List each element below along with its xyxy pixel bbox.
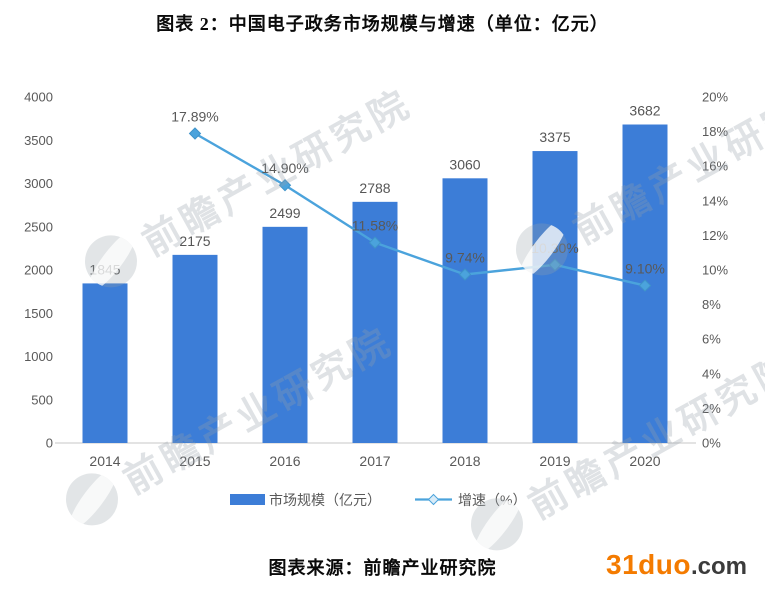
- right-axis-tick-label: 4%: [702, 366, 721, 381]
- right-axis-tick-label: 8%: [702, 297, 721, 312]
- bar-value-label: 2499: [269, 205, 300, 221]
- left-axis-tick-label: 500: [31, 392, 53, 407]
- x-axis-label-2017: 2017: [359, 453, 390, 469]
- left-axis-tick-label: 4000: [24, 90, 53, 105]
- growth-marker-2015: [188, 127, 202, 140]
- growth-value-label: 11.58%: [352, 218, 398, 234]
- source-caption: 图表来源：前瞻产业研究院: [268, 558, 497, 578]
- right-axis-tick-label: 14%: [702, 193, 728, 208]
- left-axis-tick-label: 2500: [24, 219, 53, 234]
- logo-text-suffix: .com: [690, 553, 747, 580]
- left-axis-tick-label: 2000: [24, 263, 53, 278]
- growth-marker-2017: [368, 236, 382, 249]
- x-axis-label-2016: 2016: [269, 453, 300, 469]
- logo-text-main: 31duo: [606, 549, 691, 580]
- growth-line: [194, 132, 646, 287]
- legend-line-marker-icon: [427, 493, 440, 506]
- growth-marker-2020: [638, 279, 652, 292]
- page-title: 图表 2：中国电子政务市场规模与增速（单位：亿元）: [156, 14, 609, 34]
- x-axis-label-2018: 2018: [449, 453, 480, 469]
- bar-value-label: 2788: [359, 180, 390, 196]
- bar-2018: [442, 178, 488, 443]
- left-axis-tick-label: 3500: [24, 133, 53, 148]
- bar-value-label: 3682: [629, 103, 660, 119]
- x-axis-label-2019: 2019: [539, 453, 570, 469]
- right-axis-tick-label: 6%: [702, 332, 721, 347]
- left-axis-tick-label: 3000: [24, 176, 53, 191]
- bar-2015: [172, 254, 218, 443]
- legend-label-market-size: 市场规模（亿元）: [269, 492, 381, 508]
- right-axis-tick-label: 20%: [702, 90, 728, 105]
- bar-value-label: 3060: [449, 156, 480, 172]
- bar-value-label: 2175: [179, 233, 210, 249]
- growth-value-label: 17.89%: [171, 109, 218, 125]
- legend-bar-swatch: [230, 494, 265, 505]
- right-axis-tick-label: 12%: [702, 228, 728, 243]
- left-axis-tick-label: 1000: [24, 349, 53, 364]
- x-axis-label-2020: 2020: [629, 453, 660, 469]
- growth-value-label: 9.10%: [625, 261, 665, 277]
- right-axis-tick-label: 10%: [702, 263, 728, 278]
- right-axis-tick-label: 0%: [702, 436, 721, 451]
- growth-value-label: 9.74%: [445, 249, 485, 265]
- growth-marker-2019: [548, 258, 562, 272]
- growth-marker-2016: [278, 179, 292, 192]
- right-axis-tick-label: 2%: [702, 401, 721, 416]
- left-axis-tick-label: 1500: [24, 306, 53, 321]
- growth-marker-2018: [458, 268, 472, 281]
- bar-2016: [262, 226, 308, 443]
- bar-value-label: 1845: [89, 261, 120, 277]
- right-axis-tick-label: 16%: [702, 159, 728, 174]
- site-logo: 31duo.com: [600, 550, 747, 585]
- bar-2019: [532, 151, 578, 443]
- bar-2014: [82, 283, 128, 443]
- right-axis-tick-label: 18%: [702, 124, 728, 139]
- bar-value-label: 3375: [539, 129, 570, 145]
- x-axis-label-2015: 2015: [179, 453, 210, 469]
- legend-label-growth: 增速（%）: [458, 492, 526, 508]
- left-axis-tick-label: 0: [46, 436, 53, 451]
- growth-value-label: 14.90%: [261, 160, 308, 176]
- x-axis-label-2014: 2014: [89, 453, 120, 469]
- growth-value-label: 10.30%: [531, 240, 578, 256]
